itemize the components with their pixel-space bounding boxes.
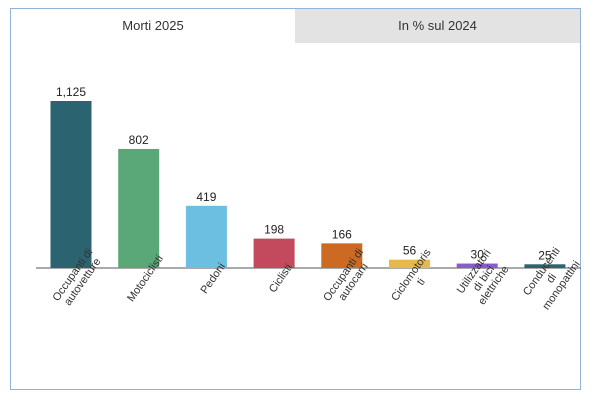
tab-bar: Morti 2025 In % sul 2024 — [11, 9, 580, 43]
tab-morti-2025[interactable]: Morti 2025 — [11, 9, 295, 43]
bar-value-label: 802 — [129, 133, 149, 147]
bar[interactable] — [524, 264, 566, 268]
bar[interactable] — [321, 243, 363, 268]
bar[interactable] — [253, 238, 295, 268]
bar[interactable] — [185, 205, 227, 268]
category-label: Conducentidimonopattini — [521, 245, 583, 312]
tab-percent-2024[interactable]: In % sul 2024 — [295, 9, 580, 43]
bar[interactable] — [389, 259, 430, 268]
category-label: Ciclomotoristi — [389, 246, 444, 310]
bar-value-label: 25 — [538, 248, 552, 262]
chart-frame: Morti 2025 In % sul 2024 — [10, 8, 581, 390]
bar-value-label: 198 — [264, 223, 284, 237]
bar-value-label: 30 — [471, 248, 485, 262]
bar-value-label: 419 — [196, 190, 216, 204]
category-label: Utilizzatoridi bicielettriche — [455, 247, 514, 309]
bar-value-label: 1,125 — [56, 85, 86, 99]
bar[interactable] — [456, 263, 498, 268]
bar[interactable] — [50, 101, 92, 268]
bar-value-label: 56 — [403, 244, 417, 258]
bar-value-label: 166 — [332, 227, 352, 241]
bar[interactable] — [118, 148, 160, 268]
